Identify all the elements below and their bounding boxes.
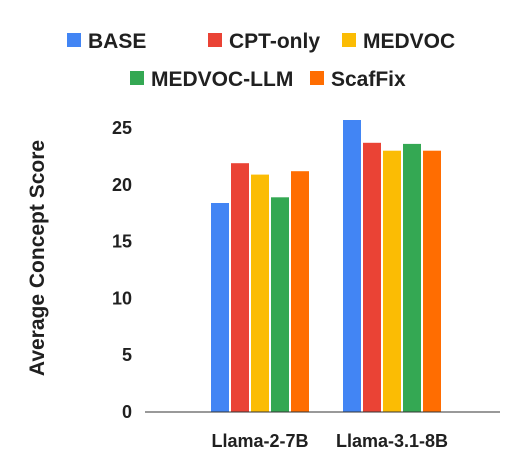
y-tick-label: 15 <box>112 232 132 252</box>
bar-base-llama-2-7b <box>211 203 229 412</box>
y-tick-label: 25 <box>112 118 132 138</box>
bar-medvoc-llm-llama-2-7b <box>271 197 289 412</box>
legend-label: ScafFix <box>331 68 406 91</box>
legend-item-scaffix: ScafFix <box>310 68 406 91</box>
legend-label: CPT-only <box>229 30 320 53</box>
bar-medvoc-llm-llama-3-1-8b <box>403 143 421 412</box>
legend-item-medvoc: MEDVOC <box>342 30 455 53</box>
legend: BASE CPT-only MEDVOC MEDVOC-LLM ScafFix <box>67 30 455 91</box>
legend-swatch <box>208 33 222 47</box>
legend-item-medvoc-llm: MEDVOC-LLM <box>130 68 293 91</box>
x-axis-categories: Llama-2-7B Llama-3.1-8B <box>211 431 448 451</box>
y-axis-ticks: 0 5 10 15 20 25 <box>112 118 132 422</box>
legend-swatch <box>342 33 356 47</box>
bar-base-llama-3-1-8b <box>343 120 361 412</box>
y-axis-label: Average Concept Score <box>26 140 49 376</box>
legend-label: MEDVOC-LLM <box>151 68 293 91</box>
legend-swatch <box>130 71 144 85</box>
legend-label: BASE <box>88 30 146 53</box>
legend-swatch <box>67 33 81 47</box>
x-category-label: Llama-2-7B <box>211 431 308 451</box>
y-tick-label: 20 <box>112 175 132 195</box>
legend-item-base: BASE <box>67 30 146 53</box>
bar-medvoc-llama-2-7b <box>251 174 269 412</box>
bars <box>211 120 441 413</box>
bar-cpt-only-llama-2-7b <box>231 163 249 412</box>
bar-scaffix-llama-2-7b <box>291 171 309 412</box>
y-tick-label: 0 <box>122 402 132 422</box>
bar-cpt-only-llama-3-1-8b <box>363 142 381 413</box>
x-category-label: Llama-3.1-8B <box>336 431 448 451</box>
legend-swatch <box>310 71 324 85</box>
legend-label: MEDVOC <box>363 30 455 53</box>
bar-scaffix-llama-3-1-8b <box>423 150 441 412</box>
legend-item-cpt-only: CPT-only <box>208 30 320 53</box>
y-tick-label: 5 <box>122 345 132 365</box>
y-tick-label: 10 <box>112 288 132 308</box>
bar-medvoc-llama-3-1-8b <box>383 150 401 412</box>
